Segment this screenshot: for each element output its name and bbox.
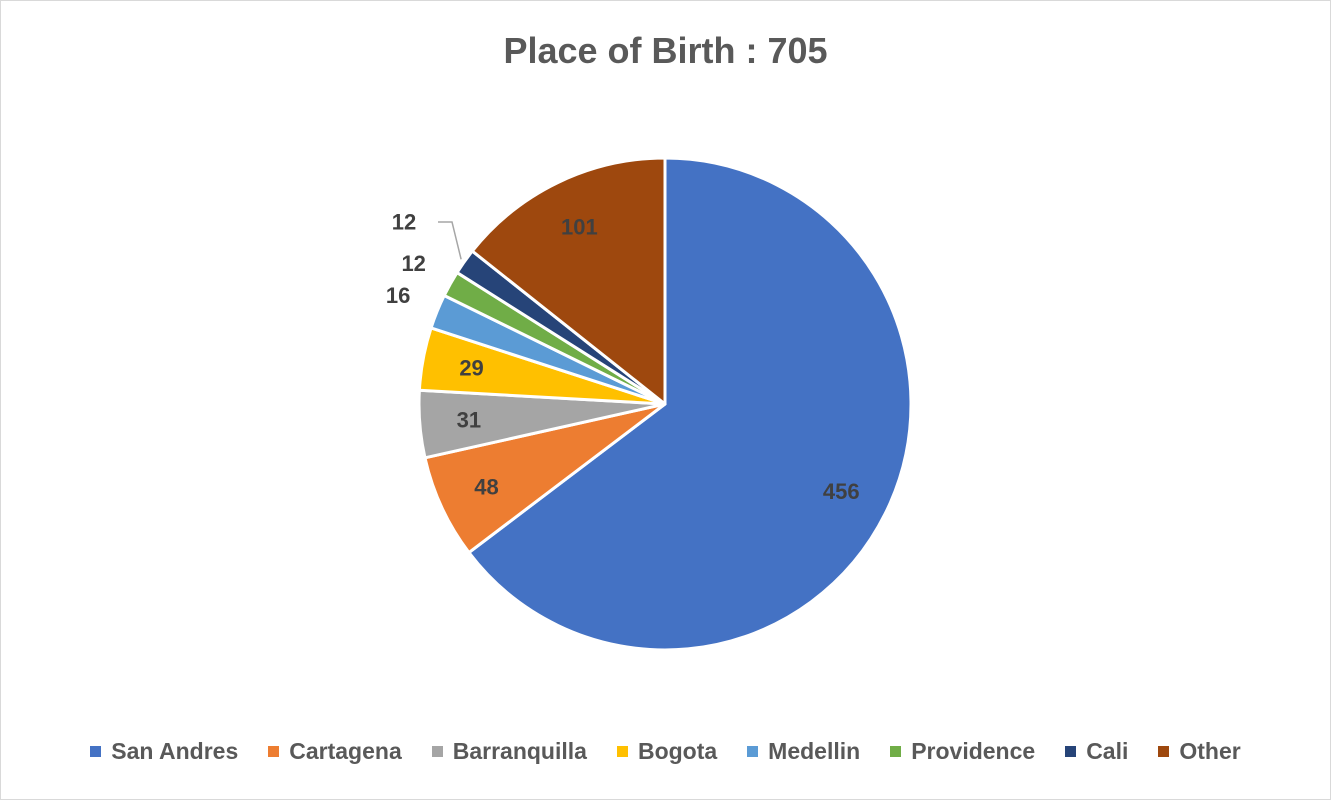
data-label-bogota: 29	[459, 355, 483, 380]
pie-slice-other	[470, 156, 667, 406]
data-label-other: 101	[561, 214, 598, 239]
legend-label: San Andres	[111, 738, 239, 764]
legend-item-providence: Providence	[890, 738, 1035, 765]
legend-item-medellin: Medellin	[747, 738, 860, 765]
legend-swatch	[268, 746, 280, 757]
data-label-medellin: 16	[386, 283, 410, 308]
data-label-cartagena: 48	[474, 474, 498, 499]
legend-swatch	[1065, 746, 1077, 757]
data-label-barranquilla: 31	[457, 408, 481, 433]
legend-label: Cartagena	[289, 738, 402, 764]
legend-swatch	[1158, 746, 1170, 757]
legend-item-cali: Cali	[1065, 738, 1128, 765]
legend-item-bogota: Bogota	[616, 738, 718, 765]
legend: San Andres Cartagena Barranquilla Bogota Med…	[0, 738, 1331, 765]
legend-item-san-andres: San Andres	[90, 738, 238, 765]
legend-label: Medellin	[768, 738, 861, 764]
pie-slice-san-andres	[467, 156, 913, 652]
legend-swatch	[890, 746, 902, 757]
data-label-cali: 12	[392, 210, 416, 235]
legend-swatch	[431, 746, 443, 757]
legend-label: Barranquilla	[452, 738, 587, 764]
legend-swatch	[90, 746, 102, 757]
legend-swatch	[616, 746, 628, 757]
legend-swatch	[747, 746, 759, 757]
legend-label: Providence	[911, 738, 1036, 764]
data-label-providence: 12	[401, 251, 425, 276]
legend-label: Other	[1179, 738, 1241, 764]
legend-item-cartagena: Cartagena	[268, 738, 402, 765]
pie-slice-cartagena	[423, 402, 667, 555]
legend-label: Cali	[1086, 738, 1129, 764]
legend-item-other: Other	[1158, 738, 1241, 765]
legend-label: Bogota	[637, 738, 718, 764]
data-label-san-andres: 456	[823, 479, 860, 504]
leader-line-cali	[438, 221, 462, 260]
legend-item-barranquilla: Barranquilla	[431, 738, 587, 765]
chart-title: Place of Birth : 705	[503, 30, 828, 71]
